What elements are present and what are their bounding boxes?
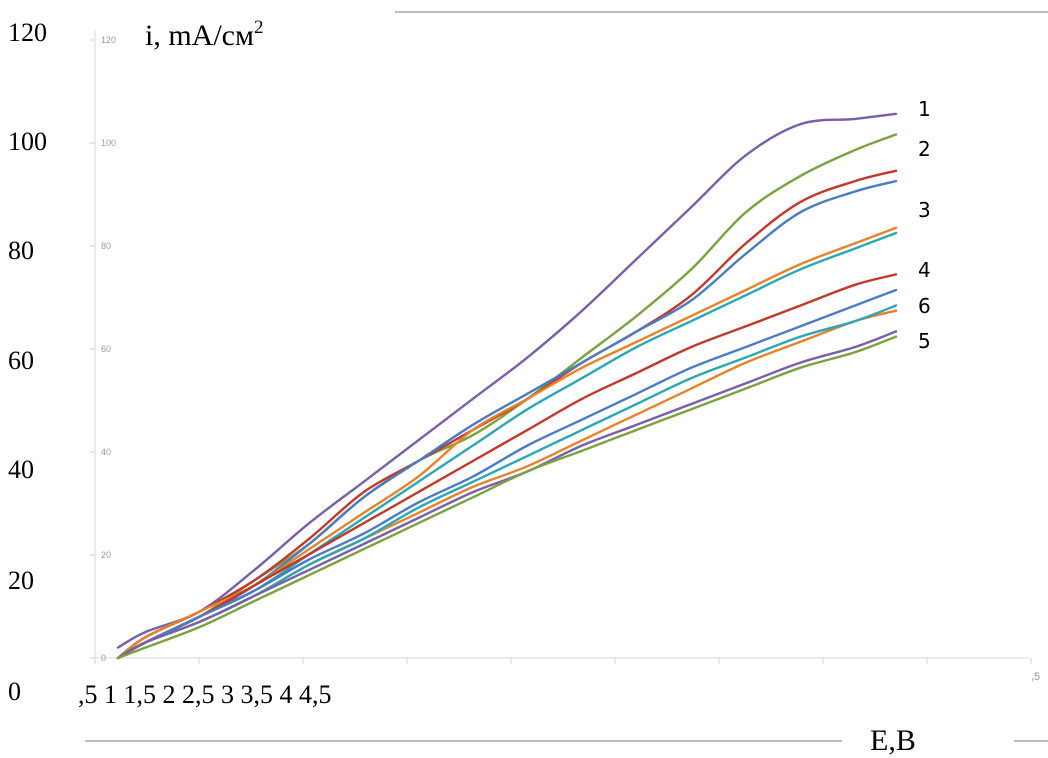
y-axis-title-exp: 2 xyxy=(254,17,264,38)
series-label-1: 1 xyxy=(918,97,931,121)
y-outer-tick-label: 20 xyxy=(8,566,34,595)
y-inner-tick-label: 40 xyxy=(101,447,111,457)
series-label-3: 3 xyxy=(918,198,931,222)
series-label-6: 6 xyxy=(918,294,931,318)
y-outer-tick-label: 60 xyxy=(8,346,34,375)
series-label-4: 4 xyxy=(918,258,931,282)
y-axis-title: i, mA/см2 xyxy=(145,17,263,52)
series-line xyxy=(116,288,898,660)
series-line xyxy=(116,112,898,649)
x-tick-labels-row: ,5 1 1,5 2 2,5 3 3,5 4 4,5 xyxy=(78,680,332,709)
series-line xyxy=(116,330,898,660)
y-outer-tick-label: 100 xyxy=(8,127,47,156)
y-inner-tick-label: 80 xyxy=(101,241,111,251)
x-tick-label-faint: ,5 xyxy=(1031,671,1040,683)
y-inner-tick-label: 120 xyxy=(101,35,116,45)
series-label-5: 5 xyxy=(918,329,931,353)
y-inner-tick-label: 60 xyxy=(101,344,111,354)
series-line xyxy=(116,335,898,660)
y-inner-tick-label: 20 xyxy=(101,550,111,560)
y-inner-tick-label: 100 xyxy=(101,138,116,148)
y-inner-tick-label: 0 xyxy=(101,653,106,663)
y-outer-tick-label: 0 xyxy=(8,677,21,706)
y-outer-tick-labels: 0 20 40 60 80 100 120 xyxy=(8,18,47,706)
y-outer-tick-label: 80 xyxy=(8,236,34,265)
y-outer-tick-label: 40 xyxy=(8,455,34,484)
x-axis-title: E,B xyxy=(870,724,916,757)
series-line xyxy=(116,226,898,660)
series-labels: 1 2 3 4 6 5 xyxy=(918,97,931,353)
series-line xyxy=(116,133,898,660)
x-minor-ticks xyxy=(94,658,1032,664)
series-layer xyxy=(116,112,898,660)
y-inner-tick-labels: 0 20 40 60 80 100 120 xyxy=(90,35,116,663)
series-line xyxy=(116,273,898,660)
y-outer-tick-label: 120 xyxy=(8,18,47,47)
series-label-2: 2 xyxy=(918,137,931,161)
